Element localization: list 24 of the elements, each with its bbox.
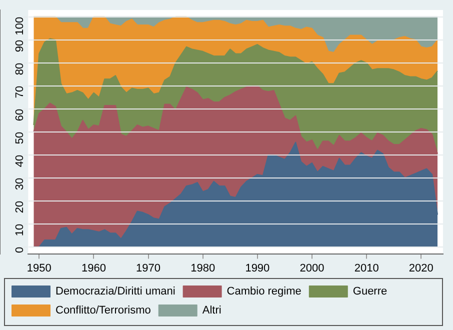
- x-tick-label: 1970: [136, 262, 161, 274]
- y-tick-label: 20: [14, 200, 26, 214]
- legend-label: Democrazia/Diritti umani: [56, 286, 176, 298]
- y-tick-label: 80: [14, 62, 26, 76]
- y-tick-label: 10: [14, 224, 26, 236]
- y-tick-label: 60: [14, 108, 26, 122]
- legend-label: Cambio regime: [226, 286, 302, 298]
- y-tick-label: 70: [14, 86, 26, 98]
- legend-label: Altri: [202, 304, 222, 317]
- x-tick-label: 2000: [300, 262, 324, 274]
- y-tick-label: 0: [14, 246, 26, 254]
- legend-label: Conflitto/Terrorismo: [56, 304, 151, 317]
- x-tick-label: 1950: [26, 262, 52, 274]
- x-tick-label: 1960: [81, 262, 106, 274]
- x-tick-label: 2020: [408, 262, 434, 274]
- y-tick-label: 100: [14, 16, 26, 36]
- y-tick-label: 90: [14, 40, 26, 52]
- y-tick-label: 40: [14, 154, 26, 168]
- x-tick-label: 1980: [190, 262, 216, 274]
- x-tick-label: 2010: [354, 262, 379, 274]
- x-tick-label: 1990: [245, 262, 270, 274]
- y-tick-label: 30: [14, 178, 26, 190]
- legend-label: Guerre: [352, 286, 388, 298]
- y-tick-label: 50: [14, 132, 26, 144]
